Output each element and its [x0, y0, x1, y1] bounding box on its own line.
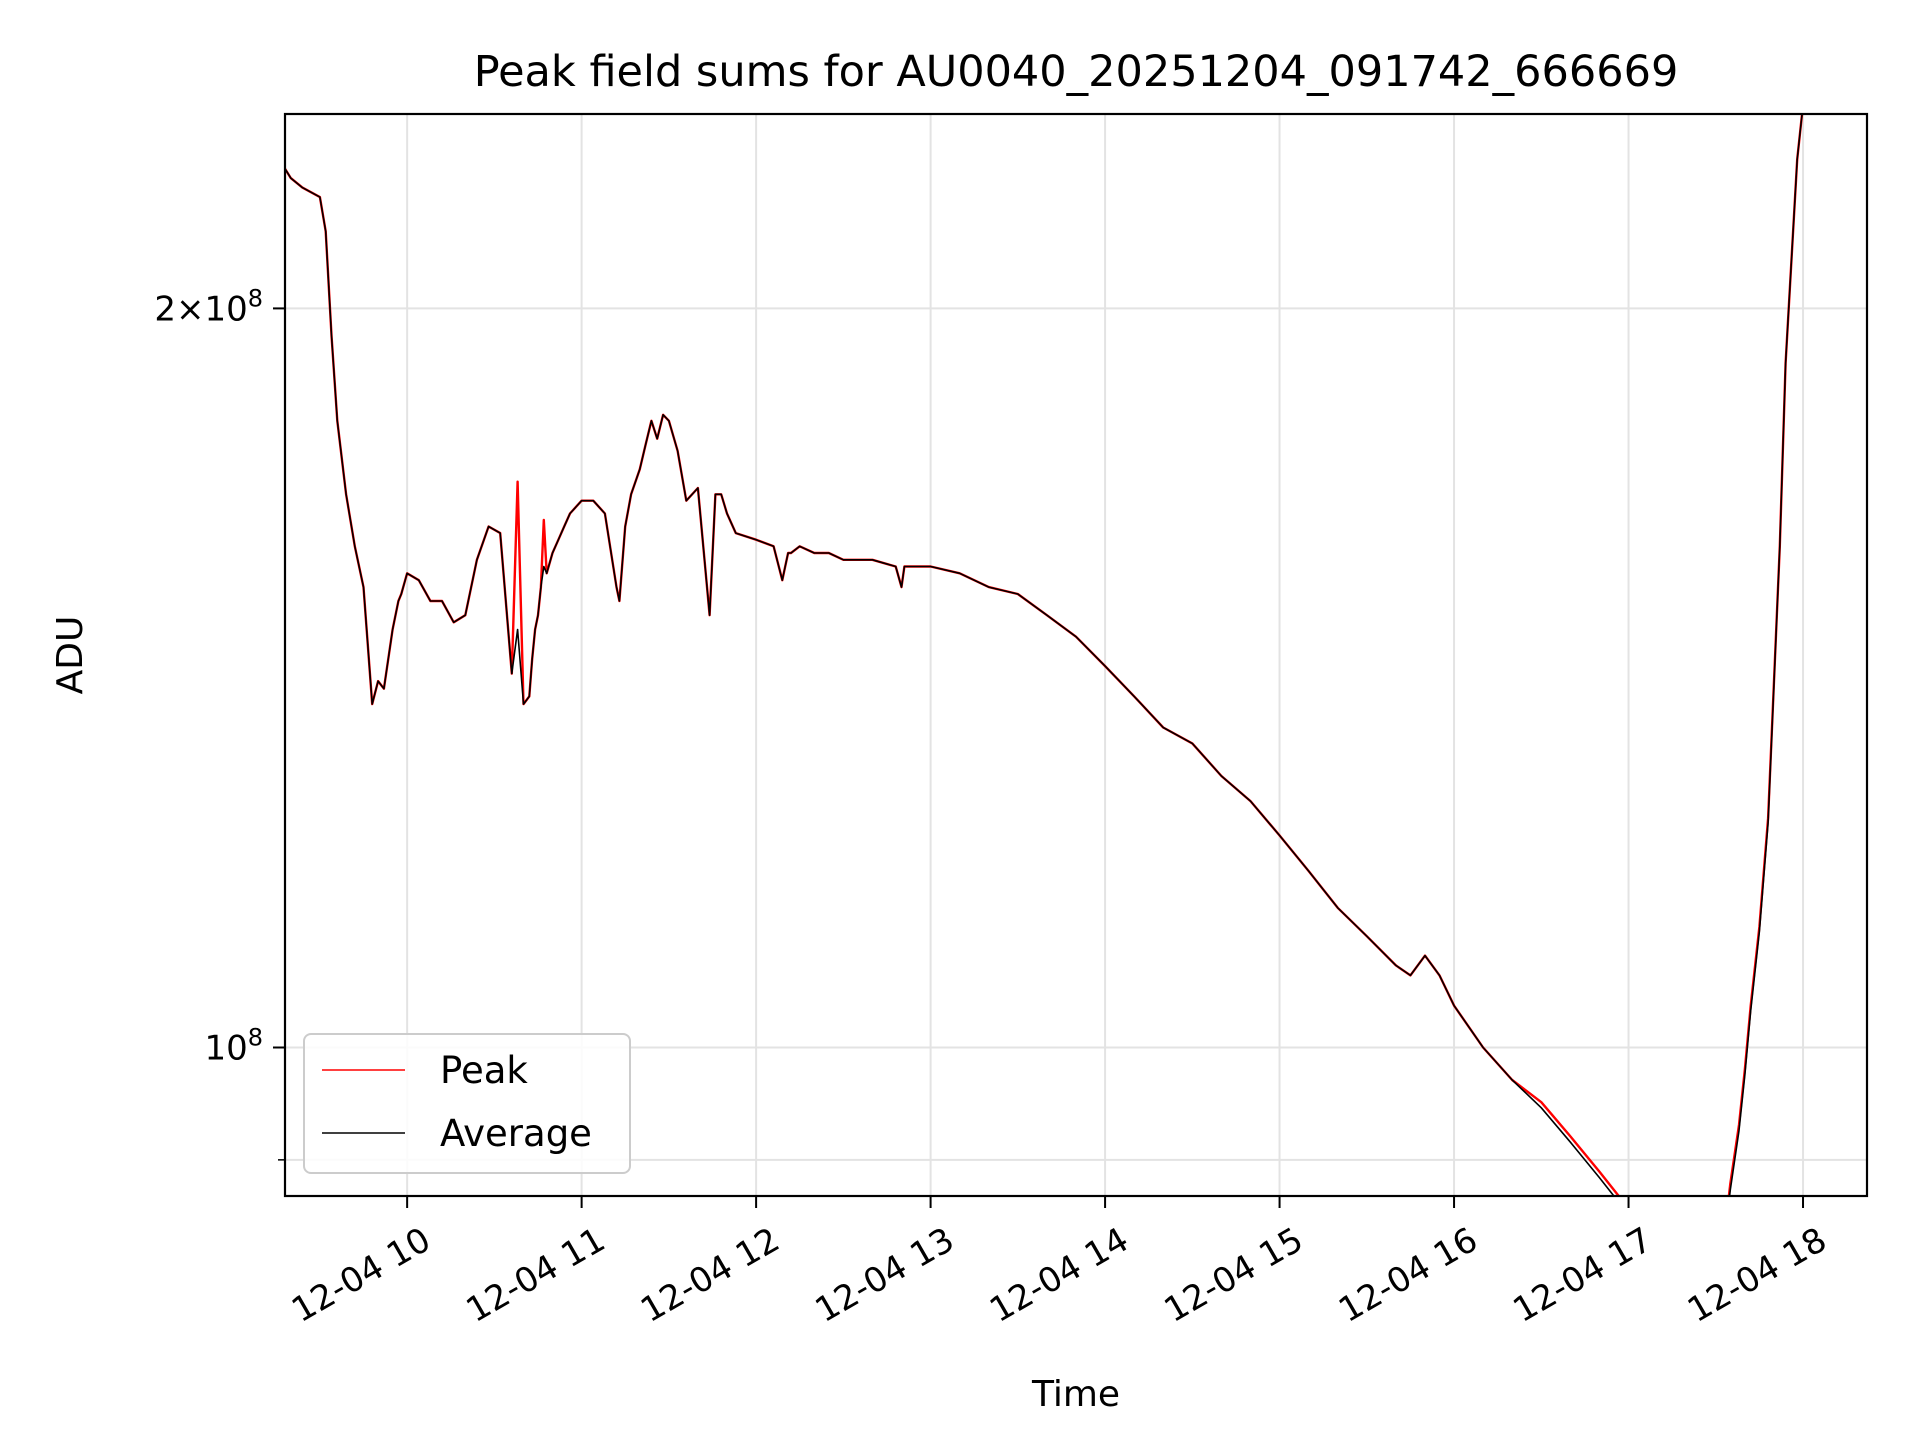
y-tick-label: 108	[204, 1024, 263, 1069]
legend-box	[303, 1033, 631, 1174]
legend: Peak Average	[303, 1033, 631, 1174]
series-layer	[285, 114, 1804, 1196]
y-tick-label: 2×108	[154, 284, 263, 329]
y-axis-title: ADU	[50, 616, 91, 695]
x-axis-title: Time	[1031, 1374, 1120, 1415]
legend-label-peak: Peak	[440, 1049, 528, 1092]
grid	[285, 114, 1867, 1196]
chart-title: Peak field sums for AU0040_20251204_0917…	[474, 47, 1679, 97]
series-line-average	[285, 114, 1803, 1196]
y-axis: 2×108 108	[154, 284, 285, 1161]
legend-label-average: Average	[440, 1112, 592, 1155]
plot-frame	[283, 112, 1869, 1198]
